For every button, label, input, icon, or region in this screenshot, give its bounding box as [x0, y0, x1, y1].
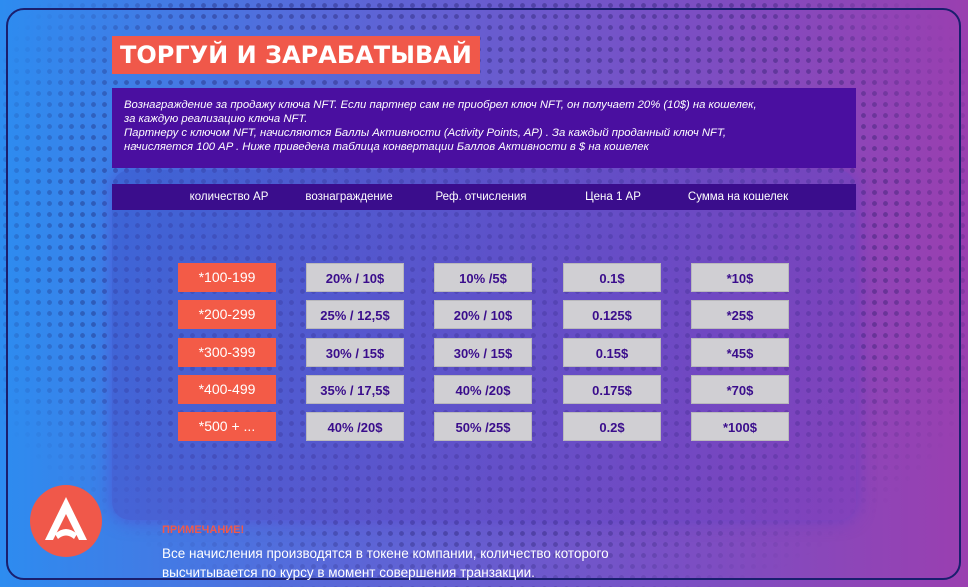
brand-logo-icon [29, 484, 103, 558]
table-cell-ap: *500 + ... [178, 412, 276, 441]
header-ref: Реф. отчисления [435, 191, 527, 203]
description-line: за каждую реализацию ключа NFT. [124, 113, 308, 125]
table-cell-ref: 50% /25$ [434, 412, 532, 441]
table-cell-ref: 10% /5$ [434, 263, 532, 292]
note-title: ПРИМЕЧАНИЕ! [162, 524, 245, 536]
description-line: Партнеру с ключом NFT, начисляются Баллы… [124, 127, 726, 139]
note-line: высчитывается по курсу в момент совершен… [162, 565, 535, 580]
table-cell-ref: 40% /20$ [434, 375, 532, 404]
header-wallet-sum: Сумма на кошелек [687, 191, 789, 203]
table-cell-reward: 20% / 10$ [306, 263, 404, 292]
table-cell-reward: 40% /20$ [306, 412, 404, 441]
page-title: ТОРГУЙ И ЗАРАБАТЫВАЙ [112, 36, 480, 74]
table-cell-price: 0.125$ [563, 300, 661, 329]
note-text: Все начисления производятся в токене ком… [162, 544, 722, 582]
description-box: Вознаграждение за продажу ключа NFT. Есл… [112, 88, 856, 168]
table-cell-price: 0.175$ [563, 375, 661, 404]
table-cell-sum: *45$ [691, 338, 789, 367]
page-frame [6, 8, 961, 580]
table-cell-sum: *25$ [691, 300, 789, 329]
table-cell-reward: 25% / 12,5$ [306, 300, 404, 329]
table-cell-ref: 20% / 10$ [434, 300, 532, 329]
table-cell-sum: *10$ [691, 263, 789, 292]
header-price: Цена 1 AP [585, 191, 641, 203]
table-cell-reward: 30% / 15$ [306, 338, 404, 367]
table-cell-price: 0.1$ [563, 263, 661, 292]
description-line: начисляется 100 AP . Ниже приведена табл… [124, 141, 649, 153]
note-line: Все начисления производятся в токене ком… [162, 546, 609, 561]
table-cell-ap: *200-299 [178, 300, 276, 329]
table-cell-ap: *400-499 [178, 375, 276, 404]
table-cell-ap: *300-399 [178, 338, 276, 367]
table-cell-sum: *100$ [691, 412, 789, 441]
description-line: Вознаграждение за продажу ключа NFT. Есл… [124, 99, 757, 111]
table-cell-reward: 35% / 17,5$ [306, 375, 404, 404]
header-ap-count: количество AP [189, 191, 269, 203]
table-cell-price: 0.2$ [563, 412, 661, 441]
table-cell-ref: 30% / 15$ [434, 338, 532, 367]
header-reward: вознаграждение [305, 191, 393, 203]
table-cell-sum: *70$ [691, 375, 789, 404]
table-cell-ap: *100-199 [178, 263, 276, 292]
table-header: количество AP вознаграждение Реф. отчисл… [112, 184, 856, 210]
table-cell-price: 0.15$ [563, 338, 661, 367]
